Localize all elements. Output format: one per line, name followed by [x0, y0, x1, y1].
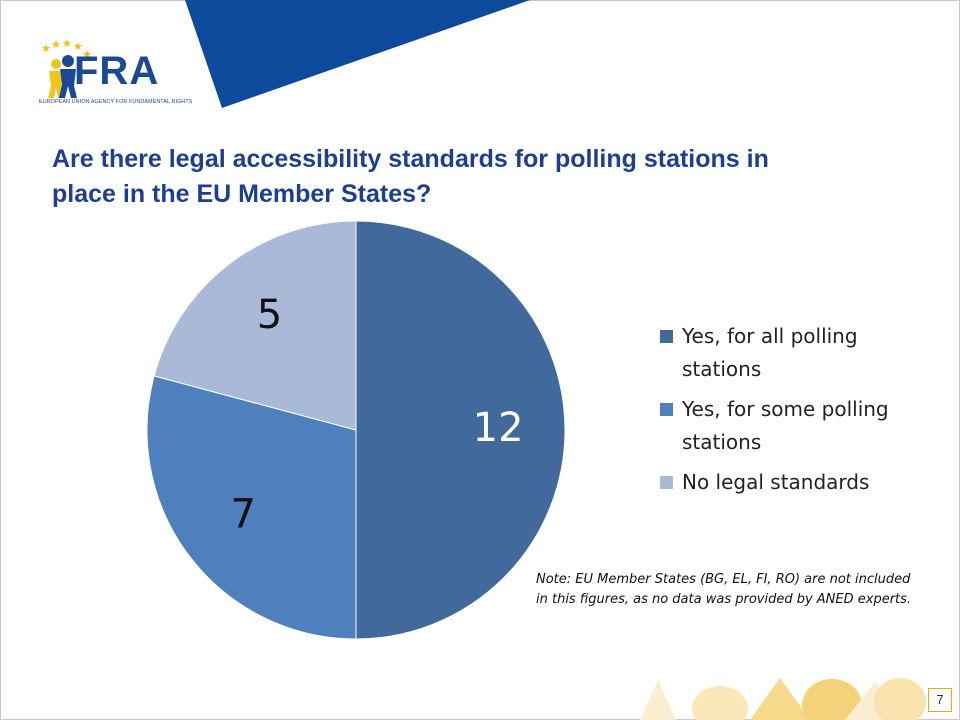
- logo-text: FRA: [74, 49, 160, 93]
- pie-slice: [153, 220, 357, 431]
- legend-swatch: [660, 403, 673, 416]
- legend-label: Yes, for some polling stations: [682, 397, 889, 454]
- pie-slice: [146, 375, 357, 640]
- legend-item: No legal standards: [660, 466, 920, 499]
- banner-shape: [185, 0, 530, 108]
- legend-label: No legal standards: [682, 470, 870, 494]
- decorative-shapes: [640, 678, 926, 720]
- slice-value-label: 12: [473, 405, 524, 451]
- legend-swatch: [660, 476, 673, 489]
- logo-subtitle: EUROPEAN UNION AGENCY FOR FUNDAMENTAL RI…: [39, 99, 193, 105]
- legend-item: Yes, for some polling stations: [660, 393, 920, 459]
- logo-figures-icon: [41, 39, 92, 98]
- legend-swatch: [660, 330, 673, 343]
- legend-label: Yes, for all polling stations: [682, 324, 858, 381]
- chart-note: Note: EU Member States (BG, EL, FI, RO) …: [536, 572, 912, 607]
- page-title: Are there legal accessibility standards …: [52, 145, 769, 208]
- page-number: 7: [928, 688, 952, 712]
- slice-value-label: 5: [257, 292, 282, 338]
- header-banner: [185, 0, 530, 108]
- legend-item: Yes, for all polling stations: [660, 320, 920, 386]
- slice-value-label: 7: [231, 492, 256, 538]
- chart-legend: Yes, for all polling stations Yes, for so…: [660, 320, 920, 506]
- pie-slice: [355, 220, 566, 640]
